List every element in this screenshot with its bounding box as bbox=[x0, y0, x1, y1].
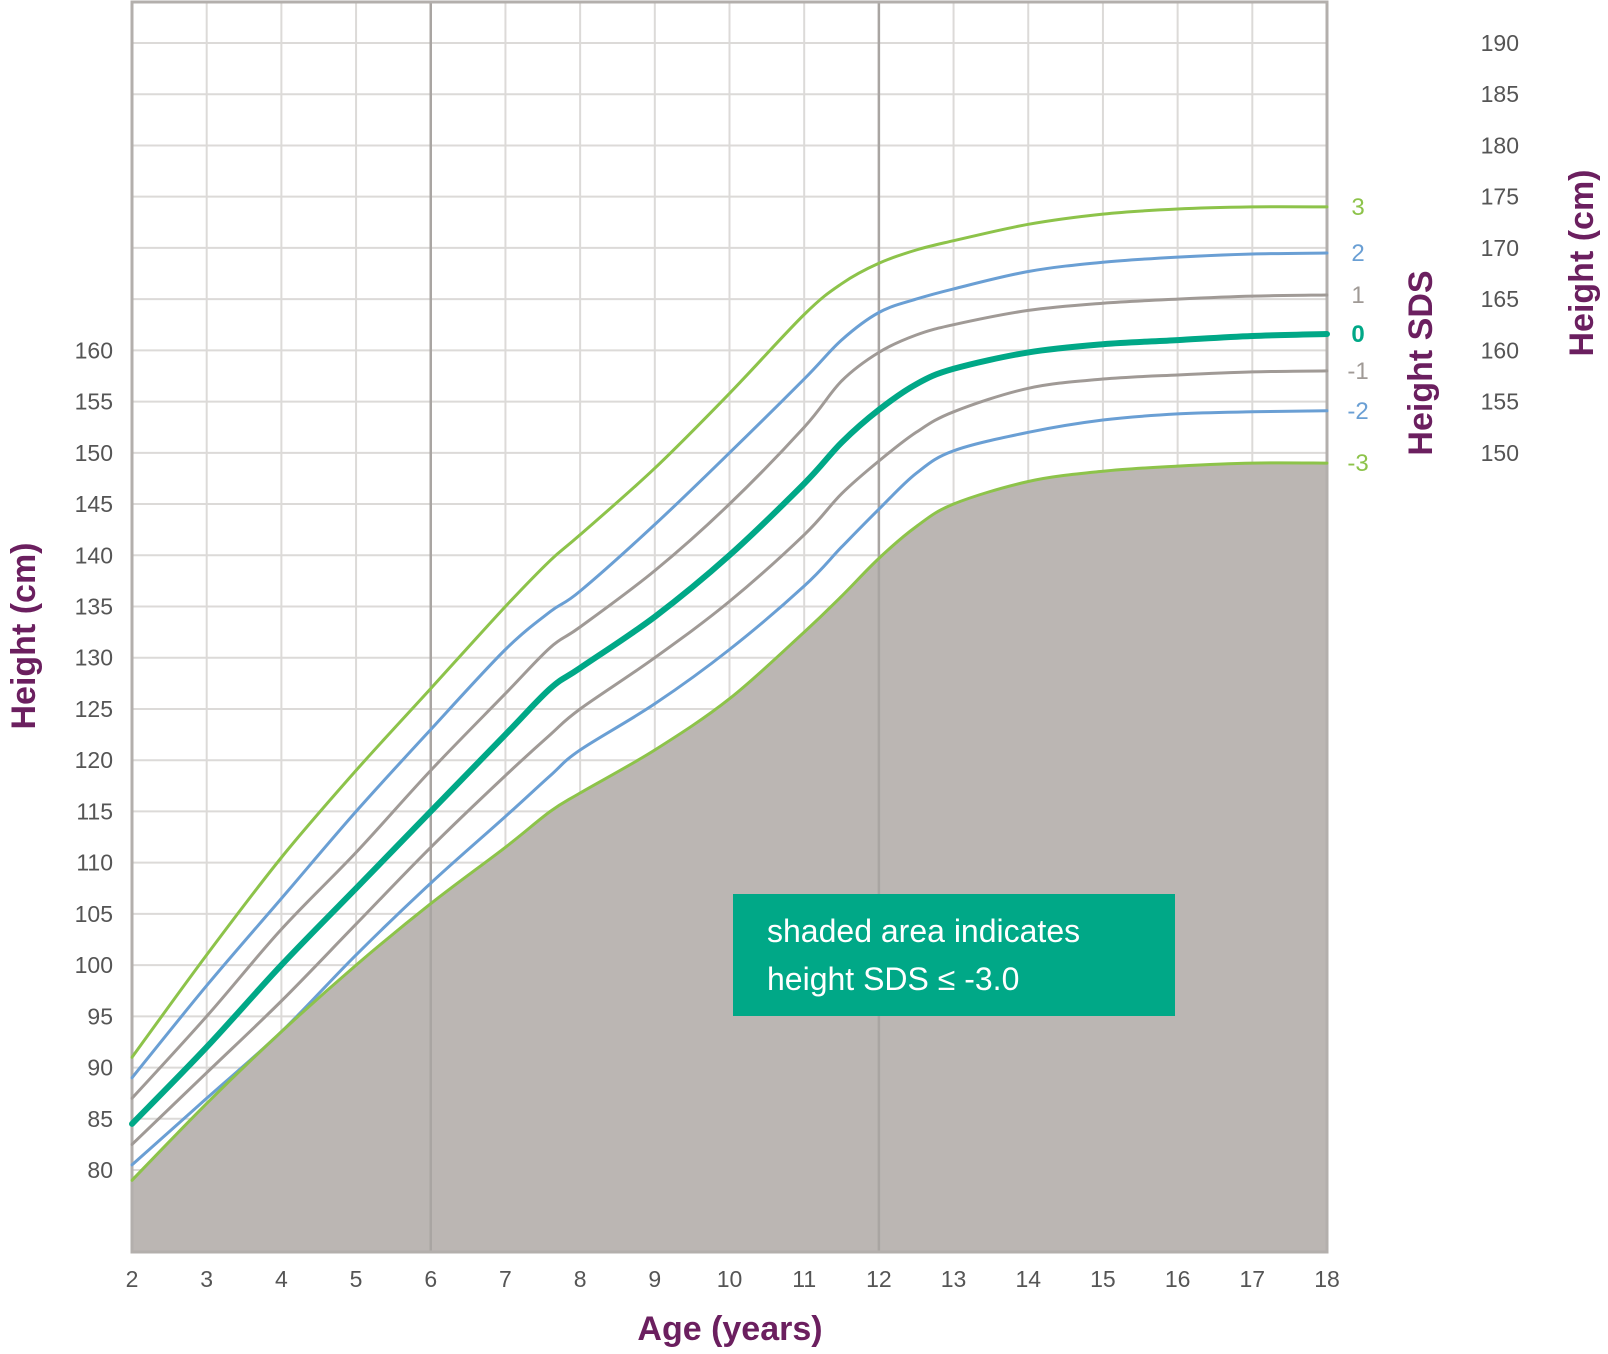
x-tick-label: 10 bbox=[717, 1266, 743, 1292]
sds-curves bbox=[129, 205, 1330, 1182]
y-tick-label-left: 115 bbox=[76, 798, 113, 824]
y-tick-label-right: 185 bbox=[1481, 81, 1519, 107]
plot-border bbox=[130, 0, 1329, 1254]
sds-label-minus-3: -3 bbox=[1347, 450, 1368, 477]
y-tick-label-left: 80 bbox=[87, 1157, 113, 1183]
x-axis-title: Age (years) bbox=[637, 1310, 822, 1348]
y-tick-label-left: 140 bbox=[75, 542, 113, 568]
sds-curve-0 bbox=[129, 331, 1330, 1127]
sds-label-minus-1: -1 bbox=[1347, 358, 1368, 385]
x-tick-label: 2 bbox=[126, 1266, 139, 1292]
y-tick-label-right: 190 bbox=[1481, 30, 1519, 56]
y-tick-label-left: 90 bbox=[87, 1055, 113, 1081]
x-tick-labels: 2 3 4 5 6 7 8 9 10 11 12 13 14 15 16 17 18 bbox=[126, 1266, 1340, 1292]
y-tick-label-left: 120 bbox=[75, 747, 113, 773]
x-tick-label: 5 bbox=[350, 1266, 363, 1292]
x-tick-label: 12 bbox=[866, 1266, 892, 1292]
x-tick-label: 3 bbox=[200, 1266, 213, 1292]
y-tick-label-right: 150 bbox=[1481, 440, 1519, 466]
y-axis-title-sds: Height SDS bbox=[1402, 270, 1440, 455]
x-tick-label: 15 bbox=[1090, 1266, 1116, 1292]
sds-label-0: 0 bbox=[1351, 321, 1364, 348]
y-tick-label-left: 125 bbox=[75, 696, 113, 722]
y-tick-label-left: 135 bbox=[75, 594, 113, 620]
y-tick-label-right: 170 bbox=[1481, 235, 1519, 261]
sds-curve-1 bbox=[130, 293, 1329, 1100]
y-tick-label-left: 85 bbox=[87, 1106, 113, 1132]
x-tick-label: 6 bbox=[424, 1266, 437, 1292]
y-axis-title-right: Height (cm) bbox=[1563, 170, 1601, 357]
x-tick-label: 17 bbox=[1240, 1266, 1266, 1292]
x-tick-label: 16 bbox=[1165, 1266, 1191, 1292]
annotation-line-2: height SDS ≤ -3.0 bbox=[767, 961, 1019, 997]
x-tick-label: 11 bbox=[792, 1266, 816, 1292]
annotation-background bbox=[733, 894, 1175, 1016]
y-tick-label-left: 155 bbox=[75, 389, 113, 415]
sds-curve-minus-2 bbox=[130, 409, 1329, 1167]
y-tick-label-left: 160 bbox=[75, 337, 113, 363]
y-tick-label-left: 105 bbox=[75, 901, 113, 927]
y-tick-label-left: 145 bbox=[75, 491, 113, 517]
y-tick-label-left: 150 bbox=[75, 440, 113, 466]
annotation-line-1: shaded area indicates bbox=[767, 913, 1080, 949]
y-tick-label-left: 130 bbox=[75, 645, 113, 671]
y-tick-label-right: 175 bbox=[1481, 184, 1519, 210]
x-tick-label: 9 bbox=[648, 1266, 661, 1292]
sds-labels: 3 2 1 0 -1 -2 -3 bbox=[1347, 194, 1368, 477]
sds-label-minus-2: -2 bbox=[1347, 398, 1368, 425]
sds-curve-3 bbox=[130, 205, 1329, 1059]
sds-label-2: 2 bbox=[1351, 240, 1364, 267]
sds-curve-minus-3 bbox=[130, 461, 1329, 1182]
x-tick-label: 7 bbox=[499, 1266, 512, 1292]
x-tick-label: 13 bbox=[941, 1266, 967, 1292]
x-tick-label: 18 bbox=[1314, 1266, 1340, 1292]
y-axis-title-left: Height (cm) bbox=[5, 543, 43, 730]
y-tick-label-left: 110 bbox=[76, 850, 113, 876]
y-tick-label-right: 180 bbox=[1481, 132, 1519, 158]
grid-major bbox=[429, 2, 881, 1252]
y-tick-labels-left: 80 85 90 95 100 105 110 115 120 125 130 135 140 145 15… bbox=[75, 337, 113, 1183]
y-tick-label-right: 165 bbox=[1481, 286, 1519, 312]
y-tick-labels-right: 150 155 160 165 170 175 180 185 190 bbox=[1481, 30, 1519, 466]
annotation-box: shaded area indicates height SDS ≤ -3.0 bbox=[733, 894, 1175, 1016]
sds-curve-2 bbox=[130, 251, 1329, 1080]
y-tick-label-left: 100 bbox=[75, 952, 113, 978]
y-tick-label-left: 95 bbox=[87, 1003, 113, 1029]
y-tick-label-right: 155 bbox=[1481, 389, 1519, 415]
y-tick-label-right: 160 bbox=[1481, 337, 1519, 363]
sds-curve-minus-1 bbox=[130, 369, 1329, 1146]
x-tick-label: 14 bbox=[1015, 1266, 1041, 1292]
x-tick-label: 4 bbox=[275, 1266, 288, 1292]
sds-label-1: 1 bbox=[1351, 282, 1364, 309]
x-tick-label: 8 bbox=[574, 1266, 587, 1292]
sds-label-3: 3 bbox=[1351, 194, 1364, 221]
